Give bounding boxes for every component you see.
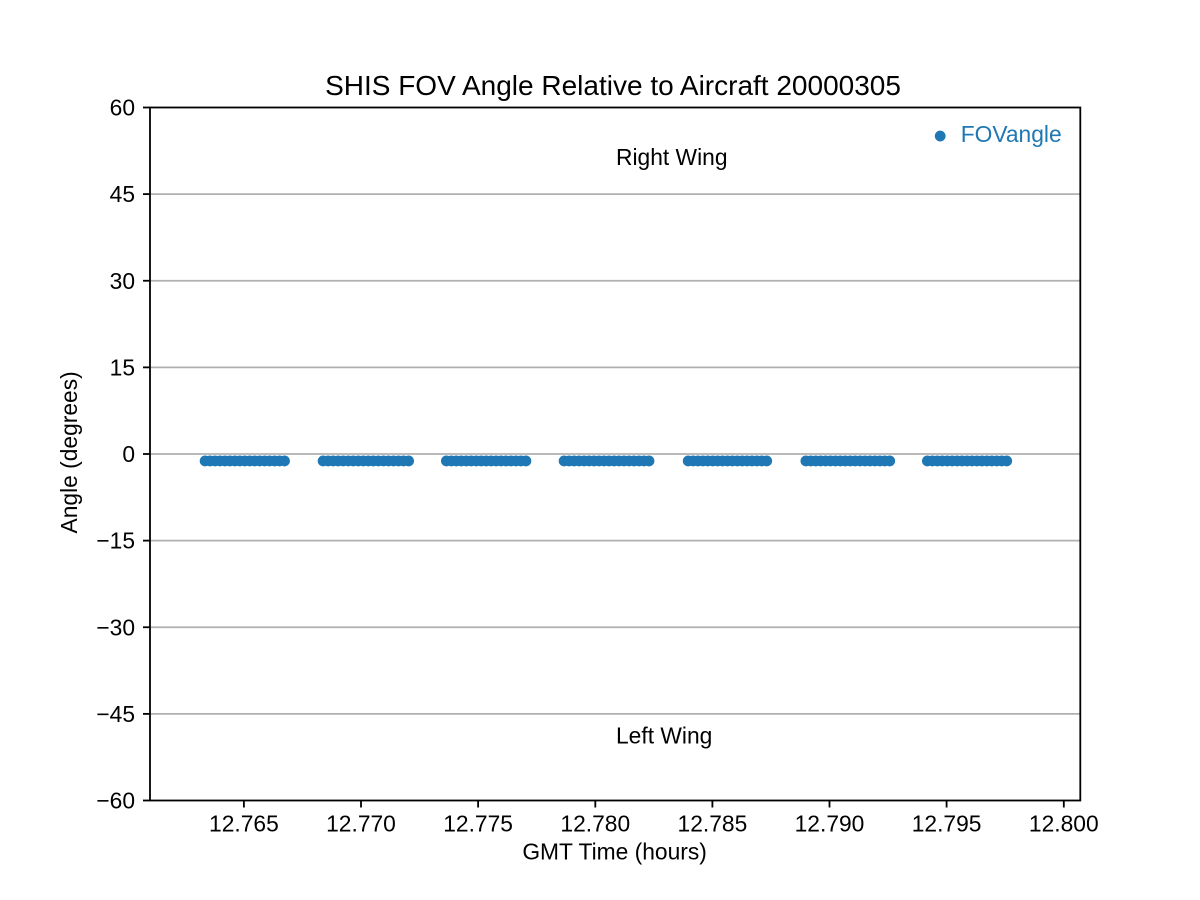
svg-text:−45: −45 [96, 701, 135, 727]
svg-text:0: 0 [122, 441, 135, 467]
svg-text:12.790: 12.790 [795, 811, 865, 837]
svg-text:−15: −15 [96, 528, 135, 554]
svg-text:12.765: 12.765 [209, 811, 279, 837]
svg-text:45: 45 [110, 181, 135, 207]
svg-text:15: 15 [110, 354, 135, 380]
svg-text:12.775: 12.775 [443, 811, 513, 837]
svg-text:60: 60 [110, 95, 135, 121]
svg-text:12.795: 12.795 [912, 811, 982, 837]
svg-text:Left Wing: Left Wing [616, 723, 712, 749]
svg-text:Angle (degrees): Angle (degrees) [56, 371, 82, 533]
svg-text:GMT Time (hours): GMT Time (hours) [522, 839, 707, 865]
svg-text:FOVangle: FOVangle [961, 121, 1062, 147]
svg-text:12.785: 12.785 [678, 811, 748, 837]
svg-text:SHIS FOV Angle Relative to Air: SHIS FOV Angle Relative to Aircraft 2000… [325, 70, 901, 101]
svg-text:12.800: 12.800 [1029, 811, 1099, 837]
svg-text:30: 30 [110, 268, 135, 294]
svg-text:12.770: 12.770 [326, 811, 396, 837]
svg-text:−30: −30 [96, 614, 135, 640]
svg-text:12.780: 12.780 [560, 811, 630, 837]
svg-text:−60: −60 [96, 788, 135, 814]
svg-text:Right Wing: Right Wing [616, 144, 728, 170]
